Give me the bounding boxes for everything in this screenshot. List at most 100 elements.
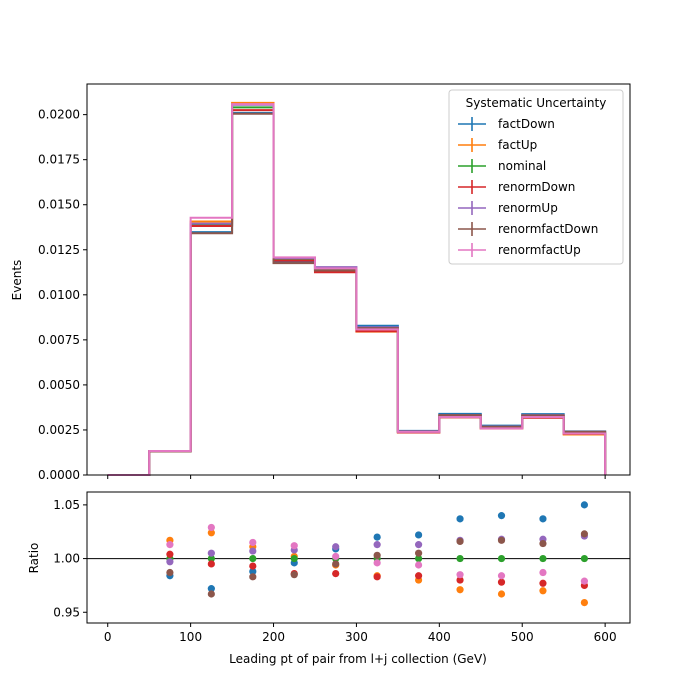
ratio-series-factDown <box>166 501 589 593</box>
ratio-x-tick-label: 300 <box>345 630 368 644</box>
ratio-point-nominal <box>580 554 589 563</box>
ratio-point-renormfactDown <box>207 590 215 598</box>
ratio-point-renormDown <box>207 560 215 568</box>
histogram-y-tick-label: 0.0100 <box>38 288 80 302</box>
legend-label: factDown <box>498 117 555 131</box>
ratio-panel: 0.95 1.00 1.05 0 100 200 300 400 500 600 Ratio L… <box>27 491 631 666</box>
histogram-y-tick-label: 0.0175 <box>38 153 80 167</box>
ratio-point-renormfactUp <box>332 552 340 561</box>
ratio-x-tick-label: 100 <box>179 630 202 644</box>
ratio-point-renormfactUp <box>456 571 464 579</box>
ratio-point-renormDown <box>166 550 174 558</box>
ratio-point-factDown <box>415 531 423 539</box>
ratio-x-tick-label: 400 <box>428 630 451 644</box>
ratio-point-renormfactUp <box>290 542 298 550</box>
ratio-point-nominal <box>415 554 423 563</box>
ratio-point-nominal <box>497 554 506 563</box>
histogram-y-tick-label: 0.0150 <box>38 198 80 212</box>
ratio-point-factDown <box>456 515 464 523</box>
ratio-point-renormfactUp <box>166 541 174 549</box>
histogram-y-tick-label: 0.0025 <box>38 423 80 437</box>
ratio-point-renormfactUp <box>249 538 257 547</box>
ratio-point-renormfactDown <box>539 539 547 548</box>
ratio-point-factUp <box>580 598 589 607</box>
ratio-point-renormUp <box>332 543 340 551</box>
ratio-point-renormfactUp <box>207 523 215 532</box>
ratio-x-tick-label: 500 <box>511 630 534 644</box>
ratio-point-factDown <box>497 512 506 520</box>
legend-label: renormfactUp <box>498 243 581 257</box>
ratio-y-tick-label: 0.95 <box>53 605 80 619</box>
legend-label: renormfactDown <box>498 222 598 236</box>
histogram-x-ticks <box>107 475 606 479</box>
legend-entry-nominal: nominal <box>458 159 546 173</box>
ratio-point-renormfactDown <box>580 530 589 538</box>
ratio-point-nominal <box>290 554 298 563</box>
ratio-point-renormDown <box>249 562 257 570</box>
legend-label: renormUp <box>498 201 558 215</box>
ratio-point-renormDown <box>456 576 464 584</box>
ratio-point-renormfactDown <box>415 549 423 557</box>
ratio-point-factUp <box>497 590 506 598</box>
ratio-point-renormDown <box>539 579 547 587</box>
ratio-point-factDown <box>207 585 215 593</box>
legend-entry-renormDown: renormDown <box>458 180 575 194</box>
ratio-point-renormDown <box>332 570 340 578</box>
ratio-x-ticks: 0 100 200 300 400 500 600 <box>104 623 617 644</box>
legend-label: renormDown <box>498 180 575 194</box>
ratio-point-renormfactDown <box>332 560 340 568</box>
ratio-point-factDown <box>249 567 257 576</box>
ratio-point-nominal <box>539 554 547 563</box>
ratio-point-renormDown <box>415 572 423 580</box>
legend-entry-renormUp: renormUp <box>458 201 558 215</box>
ratio-point-nominal <box>207 554 215 563</box>
histogram-y-tick-label: 0.0050 <box>38 378 80 392</box>
legend-box <box>448 89 624 265</box>
histogram-frame <box>86 83 631 476</box>
histogram-y-ticks: 0.0000 0.0025 0.0050 0.0075 0.0100 0.0125 0.01… <box>38 108 87 482</box>
ratio-point-factUp <box>207 529 215 537</box>
ratio-point-factDown <box>539 515 547 523</box>
ratio-point-renormfactDown <box>166 568 174 577</box>
ratio-x-tick-label: 600 <box>594 630 617 644</box>
ratio-point-factDown <box>373 533 381 541</box>
ratio-point-renormfactDown <box>497 536 506 544</box>
ratio-frame <box>86 491 631 624</box>
ratio-point-renormfactUp <box>580 577 589 585</box>
ratio-point-renormfactDown <box>456 537 464 545</box>
ratio-point-renormUp <box>207 549 215 557</box>
histogram-y-tick-label: 0.0125 <box>38 243 80 257</box>
ratio-point-factUp <box>456 586 464 594</box>
ratio-point-renormfactUp <box>373 559 381 567</box>
ratio-point-renormfactUp <box>539 568 547 577</box>
ratio-point-factDown <box>580 501 589 509</box>
histogram-y-axis-label: Events <box>10 260 24 301</box>
histogram-y-tick-label: 0.0000 <box>38 468 80 482</box>
ratio-y-axis-label: Ratio <box>27 543 41 574</box>
ratio-point-renormUp <box>373 541 381 549</box>
ratio-point-nominal <box>249 554 257 563</box>
ratio-point-renormfactDown <box>373 551 381 559</box>
histogram-panel: 0.0000 0.0025 0.0050 0.0075 0.0100 0.0125 0.01… <box>10 83 631 482</box>
legend-entry-renormfactUp: renormfactUp <box>458 243 581 257</box>
ratio-point-renormDown <box>497 578 506 586</box>
ratio-point-renormfactDown <box>290 571 298 579</box>
ratio-marks <box>87 501 630 607</box>
histogram-marks <box>107 101 607 476</box>
ratio-point-renormDown <box>373 573 381 581</box>
ratio-series-renormfactDown <box>166 530 589 598</box>
ratio-point-renormfactUp <box>415 561 423 569</box>
ratio-point-nominal <box>456 554 464 563</box>
legend-title: Systematic Uncertainty <box>466 96 607 110</box>
histogram-y-tick-label: 0.0075 <box>38 333 80 347</box>
histogram-line-renormfactUp <box>107 103 607 476</box>
ratio-point-renormUp <box>415 541 423 549</box>
ratio-x-tick-label: 200 <box>262 630 285 644</box>
ratio-y-tick-label: 1.00 <box>53 552 80 566</box>
legend: Systematic Uncertainty factDown factUp nom… <box>448 89 624 265</box>
legend-label: nominal <box>498 159 546 173</box>
ratio-point-renormUp <box>249 547 257 555</box>
histogram-y-tick-label: 0.0200 <box>38 108 80 122</box>
ratio-series-renormfactUp <box>166 523 589 585</box>
